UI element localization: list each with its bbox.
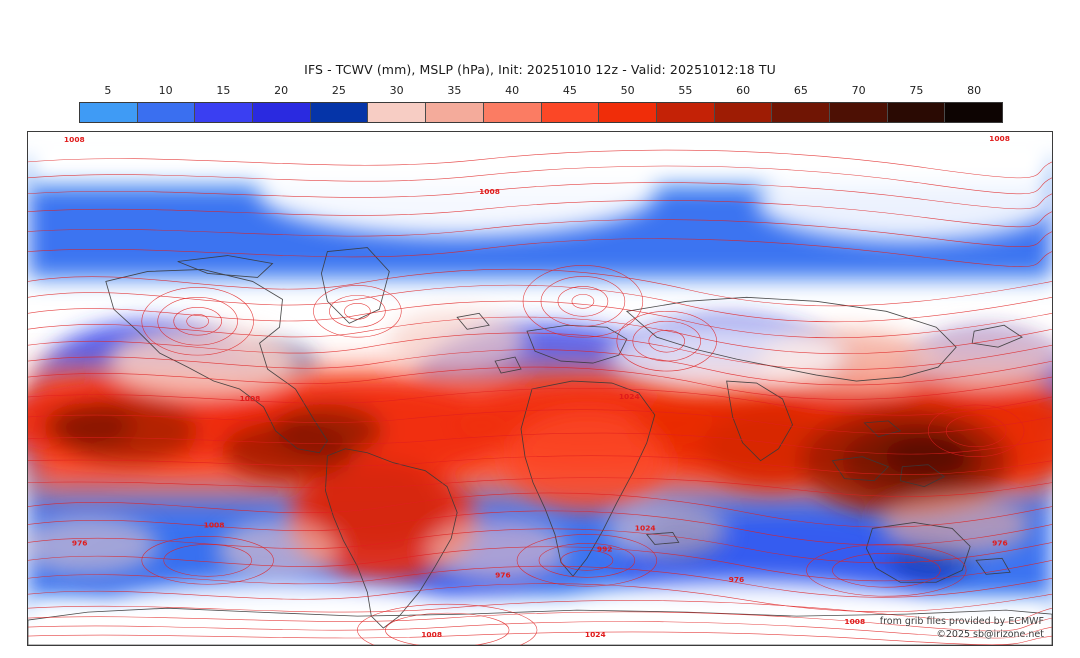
colorbar-tick-20: 20 [274,84,289,97]
colorbar-tick-40: 40 [505,84,520,97]
svg-text:1008: 1008 [204,520,225,529]
colorbar-tick-80: 80 [967,84,982,97]
colorbar-tick-30: 30 [389,84,404,97]
svg-text:976: 976 [72,538,88,547]
colorbar-swatch-13 [829,103,888,122]
colorbar-tick-25: 25 [331,84,346,97]
colorbar-tick-35: 35 [447,84,462,97]
page-title: IFS - TCWV (mm), MSLP (hPa), Init: 20251… [304,62,776,77]
colorbar-swatch-2 [195,103,254,122]
colorbar-tick-45: 45 [562,84,577,97]
colorbar-swatch-12 [772,103,830,122]
svg-text:1008: 1008 [844,617,865,626]
svg-text:1008: 1008 [64,135,85,144]
colorbar-tick-10: 10 [158,84,173,97]
colorbar-tick-5: 5 [104,84,112,97]
svg-text:992: 992 [597,544,613,553]
colorbar-swatch-0 [80,103,138,122]
colorbar-tick-60: 60 [736,84,751,97]
colorbar-tick-50: 50 [620,84,635,97]
svg-text:1024: 1024 [619,392,640,401]
colorbar-tick-labels: 5 10 15 20 25 30 35 40 45 50 55 60 65 70 75 80 [79,84,1003,99]
svg-text:1008: 1008 [421,630,442,639]
colorbar-swatch-10 [656,103,715,122]
colorbar-swatch-5 [368,103,427,122]
colorbar-swatch-6 [426,103,484,122]
colorbar-swatch-8 [541,103,600,122]
colorbar-tick-70: 70 [851,84,866,97]
svg-text:1008: 1008 [240,394,261,403]
colorbar: 5 10 15 20 25 30 35 40 45 50 55 60 65 70 75 80 [79,84,1003,124]
colorbar-tick-75: 75 [909,84,924,97]
svg-text:1024: 1024 [635,523,656,532]
colorbar-swatch-9 [599,103,657,122]
colorbar-swatch-7 [483,103,542,122]
colorbar-tick-55: 55 [678,84,693,97]
colorbar-swatch-15 [945,103,1002,122]
svg-text:976: 976 [992,538,1008,547]
colorbar-swatches [79,102,1003,123]
colorbar-swatch-4 [310,103,369,122]
svg-text:1008: 1008 [989,134,1010,143]
colorbar-swatch-11 [714,103,773,122]
map-frame[interactable]: 1008 1008 1008 1024 1008 1008 1024 976 9… [27,131,1053,646]
svg-text:1024: 1024 [585,630,606,639]
svg-text:976: 976 [495,570,511,579]
colorbar-swatch-14 [887,103,946,122]
svg-text:976: 976 [729,575,745,584]
colorbar-tick-15: 15 [216,84,231,97]
colorbar-swatch-1 [137,103,196,122]
svg-text:1008: 1008 [479,187,500,196]
colorbar-swatch-3 [253,103,311,122]
map-canvas: 1008 1008 1008 1024 1008 1008 1024 976 9… [28,132,1052,645]
colorbar-tick-65: 65 [793,84,808,97]
